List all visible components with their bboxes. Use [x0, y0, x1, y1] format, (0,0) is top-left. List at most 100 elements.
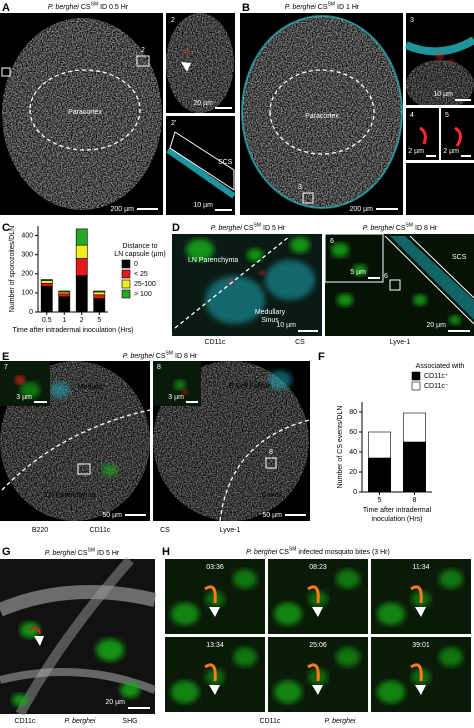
legend-title: LN capsule (µm) — [114, 251, 166, 258]
cell — [182, 389, 188, 395]
bar-segment — [75, 275, 88, 313]
bar-segment — [58, 290, 71, 293]
cell — [259, 270, 265, 276]
arrowhead — [312, 685, 323, 695]
bar-segment — [75, 228, 88, 246]
legend-title: Distance to — [122, 243, 157, 250]
timestamp: 11:34 — [413, 564, 430, 571]
timestamp: 03:36 — [206, 564, 224, 571]
cs-signal — [454, 126, 462, 147]
micrograph — [441, 108, 474, 160]
x-tick-label: 5 — [97, 317, 101, 324]
panel-label: E — [2, 351, 9, 363]
bar-segment — [58, 296, 71, 313]
roi-box — [389, 279, 401, 291]
parasite — [410, 585, 423, 604]
tissue — [2, 18, 162, 210]
region-label: B Cell Follicle — [229, 383, 272, 390]
region-label: Paracortex — [68, 109, 102, 116]
title-species: P. berghei — [45, 550, 76, 557]
scale-label: 50 µm — [102, 512, 122, 519]
region-label: LN Parenchyma — [45, 492, 95, 499]
bar-segment — [93, 290, 106, 293]
panel-title: P. berghei CSSM ID 0.5 Hr — [48, 2, 129, 11]
cell — [336, 569, 360, 589]
roi-label: 6 — [384, 273, 388, 280]
arrowhead — [415, 685, 426, 695]
cell — [171, 602, 199, 626]
scale-label: 5 µm — [350, 269, 366, 276]
scale-label: 50 µm — [262, 512, 282, 519]
y-tick-label: 0 — [29, 309, 33, 316]
inset-label: 6 — [330, 238, 334, 245]
cell — [205, 276, 265, 324]
legend-text: CD11c — [15, 718, 36, 725]
region-label: Medulla — [78, 384, 103, 391]
cell — [439, 569, 463, 589]
arrowhead — [312, 607, 323, 617]
panel-label: A — [2, 2, 10, 14]
y-tick-label: 0 — [353, 489, 357, 496]
cell — [120, 682, 140, 698]
micrograph — [406, 163, 474, 215]
scale-label: 200 µm — [350, 206, 374, 213]
x-tick-label: 0.5 — [42, 317, 52, 324]
cell — [274, 680, 302, 704]
x-tick-label: 5 — [378, 497, 382, 504]
bar-segment — [402, 441, 426, 493]
cell — [233, 569, 257, 589]
parasite — [307, 585, 320, 604]
capsule — [404, 36, 474, 56]
cell — [413, 294, 427, 306]
panel-label: G — [2, 546, 11, 558]
roi-label: 3 — [298, 184, 302, 191]
scale-label: 10 µm — [276, 322, 296, 329]
roi-box — [265, 457, 277, 469]
bar-segment — [93, 294, 106, 299]
title-name: CS — [279, 549, 289, 556]
tissue — [166, 13, 234, 113]
title-name: CS — [81, 4, 91, 11]
y-tick-label: 80 — [349, 409, 357, 416]
legend-swatch — [121, 259, 131, 269]
cell — [186, 238, 214, 262]
y-axis-label: Number of CS events/DLN — [337, 406, 344, 489]
bar-segment — [93, 291, 106, 296]
title-name: CS — [318, 4, 328, 11]
cell — [449, 315, 461, 325]
title-species: P. berghei — [246, 549, 277, 556]
region-label: Medullary — [255, 309, 286, 316]
cell — [96, 638, 124, 662]
panel-label: F — [318, 351, 325, 363]
cell — [336, 647, 360, 667]
tissue — [406, 60, 474, 110]
title-species: P. berghei — [363, 225, 394, 232]
legend-text: CD11c — [90, 527, 111, 534]
title-rest: ID 8 Hr — [175, 353, 198, 360]
title-rest: infected mosquito bites (3 Hr) — [298, 549, 389, 556]
x-axis-label: inoculation (Hrs) — [372, 516, 423, 523]
roi-box — [136, 55, 150, 67]
title-sup: SM — [289, 547, 297, 553]
title-sup: SM — [406, 223, 414, 229]
roi-box — [302, 192, 314, 204]
scale-label: 2 µm — [408, 148, 424, 155]
cell — [353, 264, 367, 276]
title-rest: ID 5 Hr — [97, 550, 120, 557]
scale-label: 10 µm — [433, 91, 453, 98]
inset-label: 4 — [410, 112, 414, 119]
inset-label: 2 — [171, 17, 175, 24]
legend-swatch — [121, 269, 131, 279]
inset-label: 5 — [445, 112, 449, 119]
bar-segment — [40, 283, 53, 287]
cs-signal — [419, 126, 427, 145]
legend-text: CD169 — [429, 184, 451, 191]
x-tick-label: 2 — [80, 317, 84, 324]
bar-segment — [58, 293, 71, 298]
cell — [247, 248, 263, 262]
bar-segment — [75, 244, 88, 259]
title-name: CS — [156, 353, 166, 360]
cell — [102, 463, 118, 477]
inset-label: 8 — [157, 364, 161, 371]
capsule — [166, 147, 236, 199]
